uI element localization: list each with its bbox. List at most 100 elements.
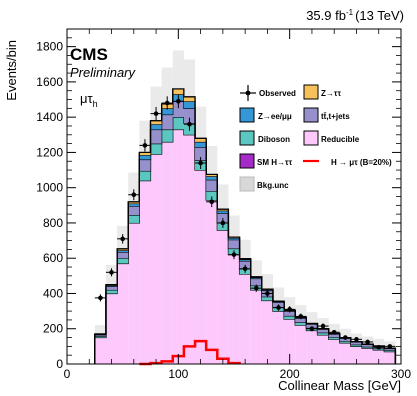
obs-point-16 [276, 305, 281, 310]
cms-label: CMS [70, 45, 108, 64]
bar-diboson-3 [128, 215, 140, 223]
bar-ttbar-26 [384, 348, 396, 351]
legend-observed-label: Observed [259, 89, 296, 98]
obs-point-1 [109, 270, 114, 275]
legend-signal-label: H → μτ (B=20%) [331, 158, 392, 167]
bar-diboson-7 [172, 117, 184, 130]
signal-line [139, 339, 241, 366]
signal-histogram [139, 339, 241, 366]
bar-ztt-4 [139, 152, 151, 156]
y-tick-label: 400 [43, 286, 63, 300]
x-tick-label: 300 [391, 367, 411, 381]
bar-zll-3 [128, 203, 140, 207]
obs-point-19 [309, 326, 315, 332]
bar-reducible-16 [272, 311, 285, 364]
bar-ttbar-18 [295, 318, 307, 323]
bar-reducible-20 [317, 334, 329, 364]
bar-reducible-25 [373, 349, 385, 364]
bar-zll-2 [117, 250, 129, 253]
obs-point-24 [365, 339, 370, 345]
bar-ttbar-19 [306, 323, 318, 328]
bar-reducible-11 [217, 230, 229, 364]
y-tick-label: 800 [43, 216, 63, 230]
bar-ztt-8 [183, 96, 196, 102]
bar-diboson-24 [362, 346, 374, 349]
y-tick-label: 0 [56, 357, 63, 371]
obs-point-15 [265, 291, 270, 296]
bar-ttbar-9 [195, 147, 207, 161]
bar-zll-8 [183, 101, 196, 109]
obs-point-6 [164, 100, 170, 106]
bar-diboson-20 [317, 332, 329, 335]
legend-smh-label: SM H→ττ [257, 158, 293, 167]
y-tick-label: 1200 [36, 145, 63, 159]
bar-diboson-17 [284, 315, 296, 320]
bar-diboson-22 [339, 341, 351, 343]
bar-ttbar-6 [161, 114, 173, 130]
x-tick-label: 200 [280, 367, 300, 381]
legend-diboson-label: Diboson [258, 135, 290, 144]
bar-diboson-21 [328, 337, 340, 340]
y-tick-label: 200 [43, 322, 63, 336]
bar-zll-13 [239, 259, 251, 261]
bar-reducible-0 [94, 337, 106, 364]
bar-ttbar-21 [328, 334, 340, 338]
bar-reducible-15 [261, 300, 273, 364]
bar-reducible-12 [228, 254, 240, 364]
legend-zll-swatch [239, 107, 255, 123]
bar-diboson-26 [384, 350, 396, 352]
bar-reducible-10 [206, 200, 218, 364]
obs-point-20 [320, 323, 326, 329]
y-tick-label: 600 [43, 251, 63, 265]
legend-unc-swatch [239, 176, 255, 192]
bar-ttbar-3 [128, 206, 140, 216]
obs-point-5 [153, 111, 159, 116]
bar-reducible-13 [239, 274, 251, 364]
bar-diboson-10 [206, 191, 218, 201]
bar-zll-11 [217, 210, 229, 214]
bar-reducible-18 [295, 325, 307, 364]
bar-zll-9 [195, 141, 207, 148]
obs-point-10 [209, 199, 215, 205]
bar-ttbar-7 [172, 101, 184, 118]
legend-ttbar-label: tt̄,t+jets [321, 112, 350, 121]
obs-point-0 [98, 295, 103, 301]
legend-smh-swatch [239, 153, 255, 169]
obs-point-17 [287, 307, 292, 312]
obs-point-18 [298, 314, 304, 319]
legend-zll-label: Z→ee/μμ [258, 112, 292, 121]
legend-observed-marker [245, 90, 251, 96]
obs-point-7 [176, 98, 181, 104]
bar-reducible-9 [195, 170, 207, 364]
bar-ttbar-10 [206, 179, 218, 192]
obs-point-25 [376, 344, 382, 350]
legend-unc-label: Bkg.unc [257, 181, 289, 190]
legend: Observed Z→ττ Z→ee/μμ tt̄,t+jets Diboson… [239, 84, 392, 192]
obs-point-23 [354, 337, 359, 342]
channel-label: μτh [80, 91, 98, 109]
bar-ttbar-8 [183, 108, 196, 124]
bar-ztt-2 [117, 248, 129, 251]
bar-diboson-18 [295, 322, 307, 326]
axes: 0 200 400 600 800 1000 1200 1400 1600 1800 0 100 200… [36, 28, 411, 381]
obs-point-9 [198, 160, 203, 166]
obs-point-26 [387, 344, 393, 349]
bar-reducible-19 [306, 330, 318, 364]
legend-reducible-label: Reducible [321, 135, 360, 144]
y-tick-label: 1000 [36, 181, 63, 195]
bar-ztt-9 [195, 138, 207, 142]
obs-point-8 [187, 121, 192, 127]
bar-reducible-23 [350, 346, 363, 364]
bar-ttbar-17 [284, 311, 296, 316]
legend-ttbar-swatch [303, 107, 319, 123]
bar-zll-6 [161, 108, 173, 115]
obs-point-4 [142, 143, 148, 148]
preliminary-label: Preliminary [70, 65, 137, 80]
bar-reducible-2 [117, 263, 129, 364]
bar-ztt-3 [128, 201, 140, 204]
lumi-label: 35.9 fb-1 (13 TeV) [306, 8, 404, 23]
bar-ztt-11 [217, 209, 229, 211]
bar-zll-4 [139, 155, 151, 160]
bar-ttbar-4 [139, 159, 151, 171]
bar-reducible-1 [105, 293, 118, 364]
